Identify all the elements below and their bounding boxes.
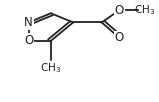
Text: CH$_3$: CH$_3$ (134, 3, 155, 17)
Text: O: O (115, 31, 124, 44)
Text: N: N (24, 16, 33, 29)
Text: O: O (115, 4, 124, 17)
Text: CH$_3$: CH$_3$ (40, 61, 62, 75)
Text: O: O (24, 34, 33, 47)
